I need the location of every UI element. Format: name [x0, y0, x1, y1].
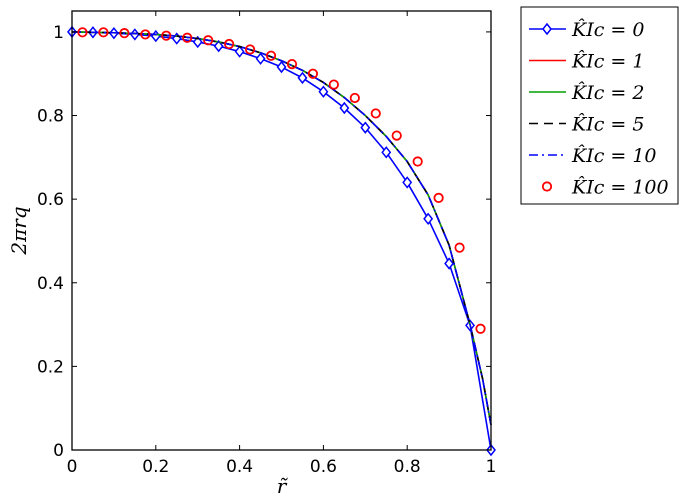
legend-entry: K̂Ic = 2 [529, 82, 644, 104]
data-point [224, 38, 235, 50]
data-point [98, 27, 109, 38]
y-tick-label: 0.2 [37, 357, 64, 377]
series-2 [71, 31, 492, 426]
series-line [71, 31, 492, 426]
y-tick-label: 1 [53, 23, 64, 43]
data-point [286, 58, 298, 70]
x-tick-label: 0.6 [310, 457, 337, 477]
y-axis-label: 2πrq [7, 206, 31, 255]
series-line [71, 31, 492, 426]
data-point [433, 192, 444, 203]
data-point [307, 68, 319, 79]
data-point [402, 176, 413, 189]
legend-label: K̂Ic = 100 [571, 176, 669, 198]
data-point [349, 92, 360, 104]
x-axis-label: r̃ [277, 474, 289, 498]
legend-label: K̂Ic = 1 [571, 50, 644, 72]
x-tick-label: 1 [486, 457, 497, 477]
data-point [412, 156, 423, 167]
x-tick-label: 0.2 [142, 457, 169, 477]
data-point [255, 52, 266, 65]
ticks-layer: 0 0.2 0.4 0.6 0.8 1 0 0.2 0.4 0.6 0.8 1 [37, 11, 496, 477]
data-point [370, 108, 381, 119]
data-point [391, 130, 402, 141]
data-point [328, 79, 339, 90]
data-point [182, 32, 193, 43]
data-point [381, 146, 392, 159]
legend-entry: K̂Ic = 5 [529, 113, 644, 136]
legend-marker [541, 181, 553, 192]
data-point [119, 28, 130, 39]
legend-label: K̂Ic = 0 [571, 19, 644, 41]
series-3 [71, 31, 492, 426]
data-point [475, 323, 486, 334]
legend: K̂Ic = 0 K̂Ic = 1 K̂Ic = 2 K̂Ic = 5 K̂Ic = 1… [520, 6, 679, 205]
data-point [213, 39, 224, 53]
data-point [454, 242, 465, 253]
y-tick-label: 0 [53, 441, 64, 461]
data-point [265, 50, 277, 61]
legend-label: K̂Ic = 10 [571, 145, 657, 167]
series-line [71, 31, 492, 426]
data-point [77, 27, 88, 38]
series-layer [67, 25, 496, 457]
y-tick-label: 0.6 [37, 190, 64, 210]
series-4 [71, 31, 492, 426]
data-point [423, 212, 434, 225]
legend-entry: K̂Ic = 100 [541, 176, 669, 199]
axes-box [71, 10, 492, 451]
data-point [234, 45, 245, 58]
legend-label: K̂Ic = 2 [571, 82, 644, 104]
y-tick-label: 0.4 [37, 274, 64, 294]
data-point [360, 121, 371, 134]
legend-marker [542, 22, 552, 36]
x-tick-label: 0.8 [394, 457, 421, 477]
data-point [203, 35, 214, 46]
x-tick-label: 0 [67, 457, 78, 477]
series-line [71, 31, 492, 426]
data-point [276, 60, 287, 74]
data-point [339, 101, 350, 115]
y-tick-label: 0.8 [37, 107, 64, 127]
data-point [150, 29, 161, 43]
series-5 [77, 27, 486, 334]
data-point [318, 85, 329, 98]
series-0 [67, 25, 496, 457]
legend-box [520, 6, 679, 205]
x-tick-label: 0.4 [226, 457, 253, 477]
data-point [444, 257, 455, 270]
data-point [140, 29, 151, 40]
legend-label: K̂Ic = 5 [571, 113, 644, 135]
series-1 [71, 31, 492, 426]
data-point [244, 44, 256, 55]
data-point [297, 71, 308, 85]
series-line [71, 31, 492, 451]
legend-entry: K̂Ic = 0 [529, 19, 644, 41]
data-point [161, 30, 172, 41]
legend-entry: K̂Ic = 1 [529, 50, 644, 73]
legend-entry: K̂Ic = 10 [529, 145, 657, 167]
